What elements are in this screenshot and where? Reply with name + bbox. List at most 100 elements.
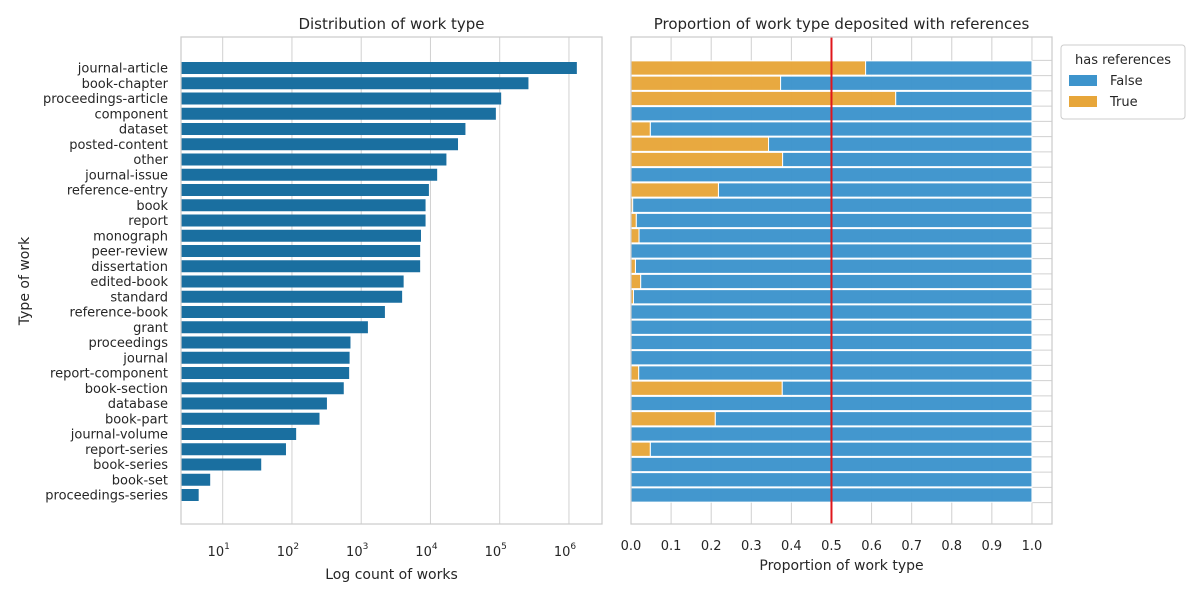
left-bar-book-series (181, 458, 262, 471)
left-bar-monograph (181, 229, 421, 242)
true-bar-book-part (630, 411, 716, 427)
left-bar-journal (181, 351, 350, 364)
false-bar-book-part (714, 411, 1033, 427)
left-category-labels: journal-articlebook-chapterproceedings-a… (43, 62, 169, 504)
legend-swatch-false (1069, 75, 1097, 86)
legend-swatch-true (1069, 96, 1097, 107)
left-bar-dissertation (181, 260, 421, 273)
right-x-tick-label: 0.5 (821, 539, 842, 554)
category-label-standard: standard (110, 290, 168, 305)
right-x-tick-label: 1.0 (1022, 539, 1043, 554)
true-bar-reference-entry (630, 182, 719, 198)
false-bar-report-component (638, 365, 1033, 381)
left-bar-journal-article (181, 62, 577, 74)
category-label-journal-article: journal-article (77, 62, 168, 77)
left-bar-proceedings-series (181, 489, 199, 501)
false-bar-posted-content (768, 136, 1033, 152)
category-label-component: component (94, 107, 168, 122)
category-label-posted-content: posted-content (69, 138, 168, 153)
true-bar-report-series (630, 441, 651, 457)
right-x-tick-label: 0.1 (661, 539, 682, 554)
category-label-book-section: book-section (85, 382, 168, 397)
right-x-tick-labels: 0.0 0.1 0.2 0.3 0.4 0.5 0.6 0.7 0.8 0.9 1.0 (621, 539, 1043, 554)
false-bar-journal-article (865, 60, 1033, 76)
true-bar-report-component (630, 365, 640, 381)
left-chart-title: Distribution of work type (298, 15, 484, 33)
category-label-journal-volume: journal-volume (70, 428, 168, 443)
false-bar-dissertation (634, 258, 1033, 274)
false-bar-book-section (781, 380, 1033, 396)
left-bar-reference-entry (181, 184, 429, 196)
right-x-tick-label: 0.6 (861, 539, 882, 554)
true-bar-other (630, 151, 784, 168)
left-bar-book-chapter (181, 77, 529, 90)
right-x-tick-label: 0.9 (982, 539, 1003, 554)
left-bars (181, 62, 577, 501)
left-bar-standard (181, 290, 403, 303)
left-bar-database (181, 397, 327, 410)
true-bar-journal-article (630, 60, 867, 76)
true-bar-book-chapter (630, 75, 782, 91)
right-x-tick-label: 0.2 (701, 539, 722, 554)
true-bar-dissertation (630, 258, 636, 274)
left-bar-report-component (181, 367, 350, 379)
true-bar-book-section (630, 380, 783, 396)
category-label-reference-book: reference-book (70, 306, 169, 321)
left-bar-edited-book (181, 275, 404, 288)
true-bar-monograph (630, 228, 640, 244)
category-label-proceedings: proceedings (88, 336, 168, 351)
left-x-axis-label: Log count of works (325, 567, 458, 583)
true-bar-proceedings-article (630, 90, 897, 107)
false-bar-other (782, 151, 1033, 168)
false-bar-dataset (649, 121, 1033, 137)
false-bar-book-chapter (780, 75, 1033, 91)
left-bar-grant (181, 321, 368, 334)
right-chart-title: Proportion of work type deposited with r… (654, 15, 1030, 33)
right-x-axis-label: Proportion of work type (759, 558, 923, 574)
left-x-tick-labels: 101 102 103 104 105 106 (208, 542, 577, 560)
category-label-journal-issue: journal-issue (84, 168, 168, 183)
left-bar-book-part (181, 412, 320, 425)
left-x-tick-label: 102 (277, 542, 299, 560)
category-label-journal: journal (122, 351, 168, 366)
category-label-book: book (136, 199, 168, 214)
false-bar-monograph (638, 228, 1033, 244)
left-bar-other (181, 153, 447, 166)
distribution-chart: journal-articlebook-chapterproceedings-a… (17, 15, 603, 583)
right-x-tick-label: 0.3 (741, 539, 762, 554)
right-x-tick-label: 0.8 (941, 539, 962, 554)
legend-title: has references (1075, 53, 1171, 68)
category-label-grant: grant (133, 321, 168, 336)
left-y-axis-label: Type of work (17, 236, 33, 326)
category-label-peer-review: peer-review (92, 245, 169, 260)
left-bar-journal-issue (181, 168, 438, 181)
category-label-book-series: book-series (93, 458, 168, 473)
false-bar-report-series (649, 441, 1033, 457)
left-x-tick-label: 101 (208, 542, 230, 560)
category-label-reference-entry: reference-entry (67, 184, 168, 199)
legend: has references False True (1060, 44, 1186, 120)
false-bar-report (635, 212, 1033, 229)
left-bar-report-series (181, 443, 286, 456)
left-bar-proceedings-article (181, 92, 502, 105)
true-bar-dataset (630, 121, 651, 137)
category-label-edited-book: edited-book (90, 275, 168, 290)
right-x-tick-label: 0.7 (901, 539, 922, 554)
false-bar-proceedings-article (895, 90, 1033, 107)
left-x-tick-label: 105 (485, 542, 507, 560)
category-label-dataset: dataset (119, 123, 168, 138)
left-x-tick-label: 104 (415, 542, 438, 560)
category-label-report: report (128, 214, 168, 229)
category-label-book-part: book-part (105, 412, 168, 427)
true-bar-posted-content (630, 136, 770, 152)
proportion-chart: 0.0 0.1 0.2 0.3 0.4 0.5 0.6 0.7 0.8 0.9 1.0 Propor… (621, 15, 1053, 574)
right-x-tick-label: 0.0 (621, 539, 642, 554)
category-label-report-series: report-series (85, 443, 168, 458)
left-bar-reference-book (181, 306, 385, 318)
left-bar-component (181, 107, 496, 120)
right-bars (630, 60, 1033, 503)
left-bar-report (181, 214, 426, 227)
category-label-proceedings-article: proceedings-article (43, 92, 168, 107)
category-label-database: database (108, 397, 168, 412)
